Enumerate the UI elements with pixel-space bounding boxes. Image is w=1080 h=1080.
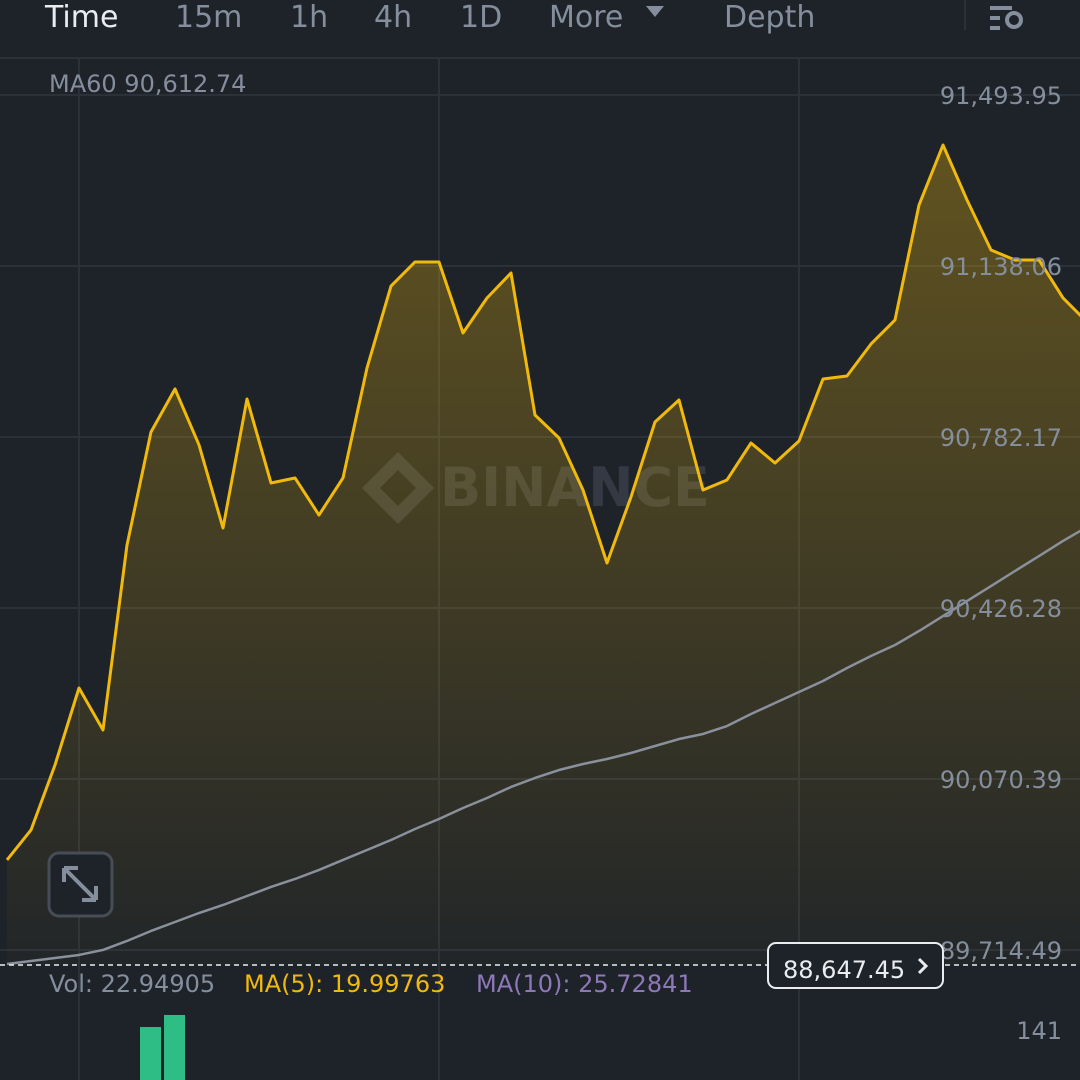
volume-tick-label: 141 bbox=[1016, 1017, 1062, 1045]
y-tick-label: 91,493.95 bbox=[940, 82, 1062, 110]
volume-legend: MA(5): 19.99763 bbox=[244, 970, 445, 998]
volume-legend: MA(10): 25.72841 bbox=[476, 970, 693, 998]
expand-button[interactable] bbox=[47, 851, 114, 918]
tab[interactable]: 1h bbox=[290, 0, 328, 35]
y-tick-label: 90,782.17 bbox=[940, 424, 1062, 452]
volume-legend: Vol: 22.94905 bbox=[49, 970, 215, 998]
y-tick-label: 90,070.39 bbox=[940, 766, 1062, 794]
y-tick-label: 89,714.49 bbox=[940, 937, 1062, 965]
dropdown-arrow bbox=[646, 6, 664, 17]
volume-bars bbox=[140, 1014, 185, 1080]
volume-bar bbox=[140, 1027, 161, 1080]
y-axis: 91,493.95 91,138.06 90,782.17 90,426.28 90,0… bbox=[940, 82, 1062, 965]
y-tick-label: 90,426.28 bbox=[940, 595, 1062, 623]
plot bbox=[5, 143, 1080, 966]
tab[interactable]: 4h bbox=[374, 0, 412, 35]
line bbox=[5, 143, 1080, 861]
tab[interactable]: Depth bbox=[724, 0, 815, 35]
tab[interactable]: 1D bbox=[460, 0, 502, 35]
area bbox=[7, 144, 1080, 965]
current-price-tag[interactable]: 88,647.45 bbox=[767, 942, 944, 989]
tab[interactable]: 15m bbox=[175, 0, 242, 35]
ma60-label: MA60 90,612.74 bbox=[49, 70, 246, 98]
y-tick-label: 91,138.06 bbox=[940, 253, 1062, 281]
volume-bar bbox=[164, 1014, 185, 1080]
line bbox=[6, 529, 1080, 966]
tab[interactable]: More bbox=[549, 0, 623, 35]
settings-icon[interactable] bbox=[990, 6, 1023, 30]
toolbar: Time 15m 1h 4h 1D More Depth bbox=[44, 0, 1023, 35]
current-price: 88,647.45 bbox=[783, 956, 905, 984]
volume-pane: Vol: 22.94905 MA(5): 19.99763 MA(10): 25.7… bbox=[49, 970, 1062, 1080]
tab[interactable]: Time bbox=[44, 0, 118, 35]
